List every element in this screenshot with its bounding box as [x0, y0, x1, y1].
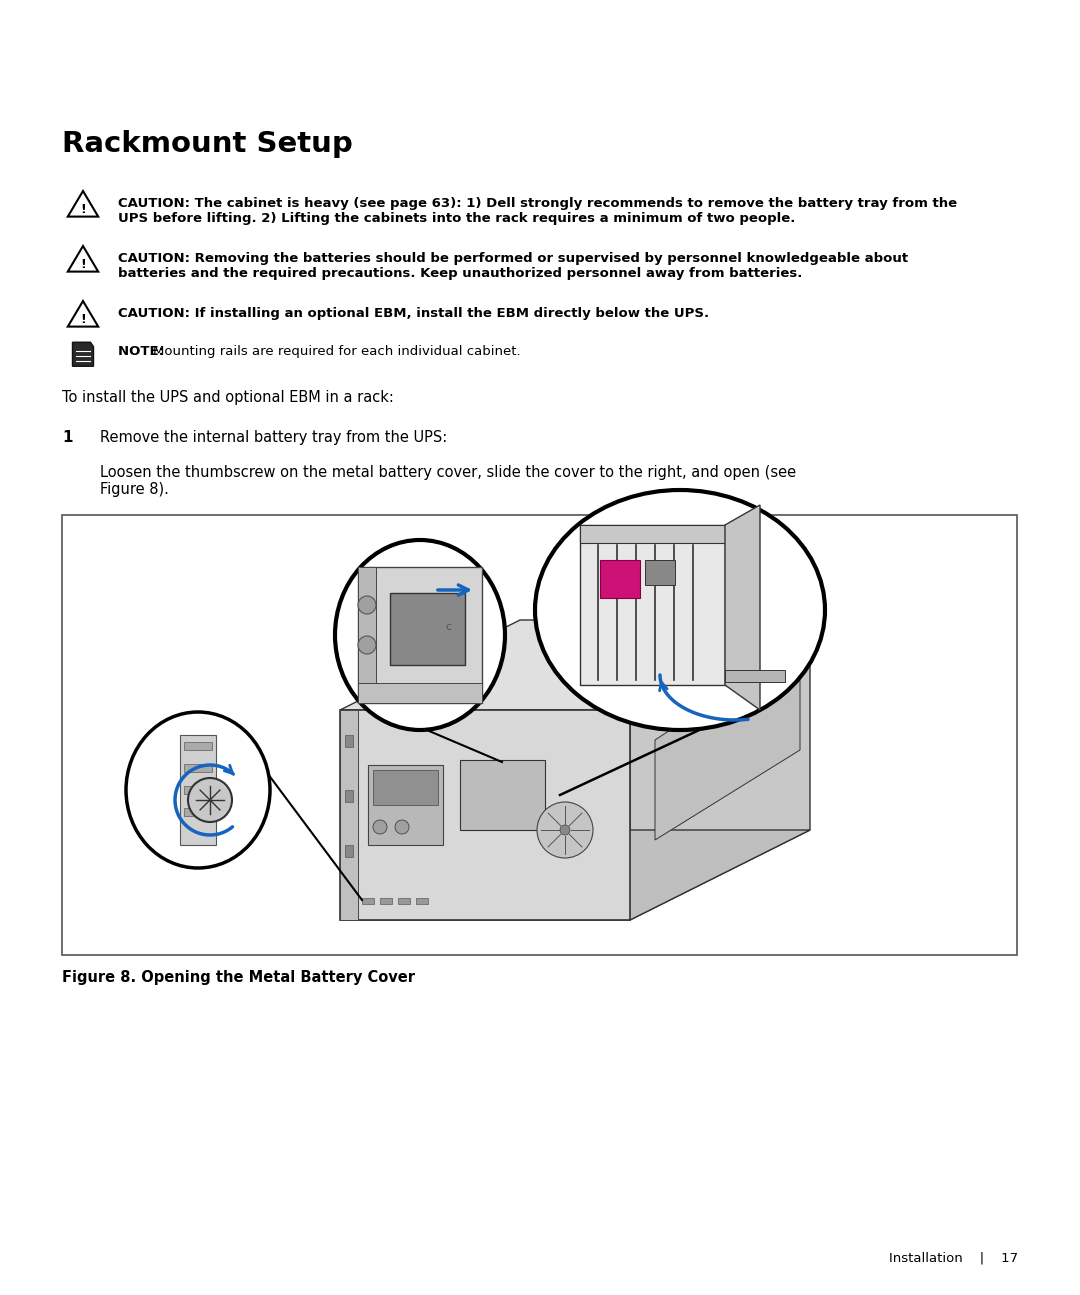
Circle shape	[785, 725, 795, 736]
Bar	[390, 593, 465, 666]
Polygon shape	[654, 645, 800, 840]
Bar	[345, 790, 353, 802]
Ellipse shape	[335, 540, 505, 730]
Text: NOTE:: NOTE:	[118, 344, 168, 357]
Bar	[362, 897, 374, 904]
Bar	[340, 710, 630, 919]
Text: To install the UPS and optional EBM in a rack:: To install the UPS and optional EBM in a…	[62, 390, 394, 405]
Circle shape	[395, 820, 409, 834]
Text: Figure 8).: Figure 8).	[100, 482, 168, 497]
Text: Rackmount Setup: Rackmount Setup	[62, 130, 353, 158]
Text: CAUTION: The cabinet is heavy (see page 63): 1) Dell strongly recommends to remo: CAUTION: The cabinet is heavy (see page …	[118, 197, 957, 210]
Polygon shape	[725, 505, 760, 710]
Bar	[184, 808, 212, 816]
Polygon shape	[340, 830, 810, 919]
Text: !: !	[80, 313, 86, 326]
Bar	[184, 764, 212, 772]
Bar	[184, 742, 212, 750]
Text: batteries and the required precautions. Keep unauthorized personnel away from ba: batteries and the required precautions. …	[118, 267, 802, 280]
Circle shape	[785, 645, 795, 655]
Bar	[460, 760, 545, 830]
Text: CAUTION: If installing an optional EBM, install the EBM directly below the UPS.: CAUTION: If installing an optional EBM, …	[118, 307, 710, 320]
Bar	[725, 524, 750, 685]
Text: c: c	[445, 622, 451, 632]
Bar	[373, 771, 438, 805]
Bar	[380, 897, 392, 904]
Bar	[580, 524, 725, 685]
Polygon shape	[340, 620, 810, 710]
Text: Figure 8. Opening the Metal Battery Cover: Figure 8. Opening the Metal Battery Cove…	[62, 970, 415, 985]
Bar	[600, 559, 640, 598]
Bar	[345, 736, 353, 747]
Bar	[357, 567, 376, 703]
Circle shape	[537, 802, 593, 859]
Text: UPS before lifting. 2) Lifting the cabinets into the rack requires a minimum of : UPS before lifting. 2) Lifting the cabin…	[118, 212, 795, 225]
Bar	[399, 897, 410, 904]
Text: 1: 1	[62, 430, 72, 445]
Circle shape	[188, 778, 232, 822]
Bar	[580, 524, 725, 543]
Polygon shape	[630, 620, 810, 919]
Bar	[368, 765, 443, 846]
Bar	[345, 846, 353, 857]
Text: !: !	[80, 259, 86, 272]
Text: Installation    |    17: Installation | 17	[889, 1252, 1018, 1265]
Circle shape	[357, 596, 376, 614]
Text: !: !	[80, 203, 86, 216]
Bar	[180, 736, 216, 846]
Ellipse shape	[126, 712, 270, 868]
Polygon shape	[72, 342, 94, 366]
Circle shape	[561, 825, 570, 835]
Bar	[725, 670, 785, 682]
Bar	[357, 682, 482, 703]
Bar	[184, 786, 212, 794]
Bar	[416, 897, 428, 904]
Circle shape	[357, 636, 376, 654]
Text: CAUTION: Removing the batteries should be performed or supervised by personnel k: CAUTION: Removing the batteries should b…	[118, 253, 908, 265]
Bar	[62, 515, 1017, 954]
Bar	[340, 710, 357, 919]
Text: Remove the internal battery tray from the UPS:: Remove the internal battery tray from th…	[100, 430, 447, 445]
Ellipse shape	[535, 490, 825, 730]
Bar	[645, 559, 675, 585]
Circle shape	[373, 820, 387, 834]
Bar	[357, 567, 482, 703]
Text: Mounting rails are required for each individual cabinet.: Mounting rails are required for each ind…	[153, 344, 521, 357]
Text: Loosen the thumbscrew on the metal battery cover, slide the cover to the right, : Loosen the thumbscrew on the metal batte…	[100, 465, 796, 480]
